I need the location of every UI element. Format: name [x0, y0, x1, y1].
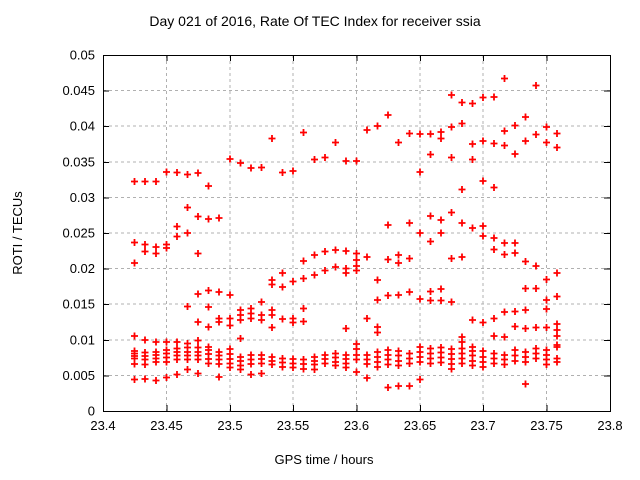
y-tick-label: 0.005	[62, 368, 95, 383]
x-tick-label: 23.6	[344, 418, 369, 433]
y-tick-label: 0.035	[62, 155, 95, 170]
x-tick-label: 23.75	[530, 418, 563, 433]
y-tick-label: 0.05	[70, 48, 95, 63]
x-tick-label: 23.5	[217, 418, 242, 433]
x-tick-label: 23.45	[150, 418, 183, 433]
x-tick-label: 23.8	[597, 418, 622, 433]
y-axis-label: ROTI / TECUs	[10, 191, 25, 275]
y-tick-label: 0.01	[70, 333, 95, 348]
x-tick-label: 23.65	[404, 418, 437, 433]
x-tick-label: 23.4	[90, 418, 115, 433]
x-tick-label: 23.7	[470, 418, 495, 433]
y-tick-label: 0	[88, 404, 95, 419]
data-points	[131, 75, 561, 391]
y-tick-label: 0.045	[62, 83, 95, 98]
tick-labels: 23.4 23.45 23.5 23.55 23.6 23.65 23.7 23.75 23.8…	[62, 48, 622, 434]
x-axis-label: GPS time / hours	[275, 452, 374, 467]
y-tick-label: 0.03	[70, 190, 95, 205]
y-tick-label: 0.025	[62, 226, 95, 241]
y-tick-label: 0.015	[62, 297, 95, 312]
chart-title: Day 021 of 2016, Rate Of TEC Index for r…	[149, 13, 480, 29]
plot-border-and-ticks	[103, 55, 611, 412]
y-tick-label: 0.02	[70, 261, 95, 276]
y-tick-label: 0.04	[70, 119, 95, 134]
x-tick-label: 23.55	[277, 418, 310, 433]
scatter-markers	[131, 75, 561, 391]
